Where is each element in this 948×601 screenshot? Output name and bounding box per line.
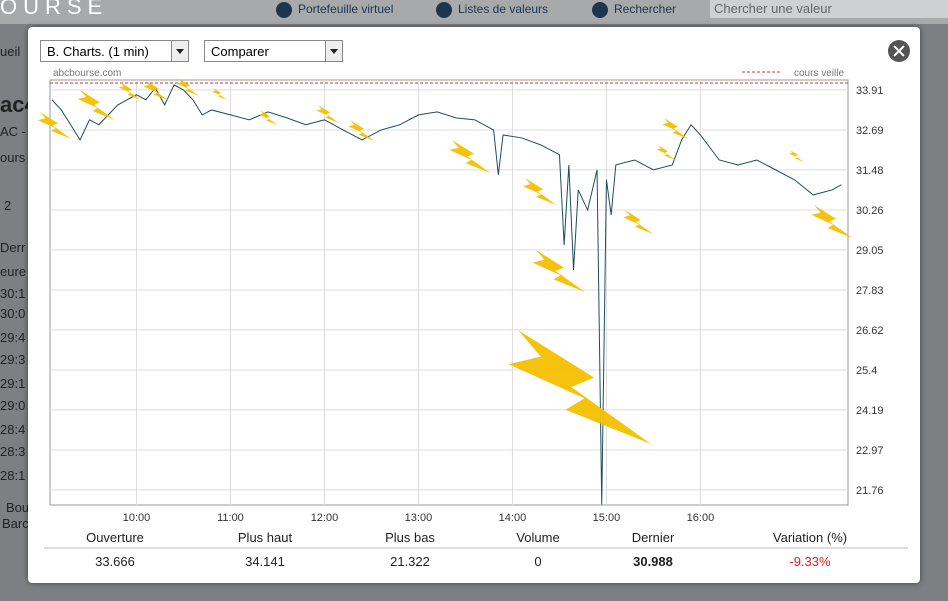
nav-label[interactable]: Listes de valeurs xyxy=(458,2,549,17)
stat-header: Plus bas xyxy=(385,530,435,545)
x-tick-label: 16:00 xyxy=(687,512,715,524)
chart-type-select[interactable]: B. Charts. (1 min) xyxy=(40,40,189,62)
nav-label[interactable]: Portefeuille virtuel xyxy=(298,2,394,17)
background-text: ours xyxy=(0,150,26,165)
x-tick-label: 15:00 xyxy=(593,512,621,524)
search-input[interactable]: Chercher une valeur xyxy=(710,0,948,18)
background-text: 30:1 xyxy=(0,286,26,301)
background-text: 29:1 xyxy=(0,376,26,391)
background-text: AC - xyxy=(0,124,26,139)
y-tick-label: 33.91 xyxy=(856,85,884,97)
y-tick-label: 27.83 xyxy=(856,285,884,297)
background-text: 28:1 xyxy=(0,468,26,483)
background-text: 30:0 xyxy=(0,306,26,321)
x-tick-label: 10:00 xyxy=(123,512,151,524)
stat-value: 34.141 xyxy=(245,554,285,569)
background-text: eure xyxy=(0,264,27,279)
reference-legend: cours veille xyxy=(794,68,844,79)
y-tick-label: 24.19 xyxy=(856,405,884,417)
y-tick-label: 30.26 xyxy=(856,205,884,217)
background-text: 2 xyxy=(4,198,12,213)
stat-header: Volume xyxy=(516,530,559,545)
background-text: 28:3 xyxy=(0,444,26,459)
stat-value: -9.33% xyxy=(789,554,831,569)
y-tick-label: 25.4 xyxy=(856,365,877,377)
y-tick-label: 31.48 xyxy=(856,165,884,177)
background-text: 29:3 xyxy=(0,352,26,367)
stat-value: 33.666 xyxy=(95,554,135,569)
y-tick-label: 26.62 xyxy=(856,325,884,337)
background-text: Derr xyxy=(0,240,26,255)
stat-header: Plus haut xyxy=(238,530,293,545)
select-label[interactable]: Comparer xyxy=(211,44,269,59)
stat-header: Dernier xyxy=(632,530,675,545)
y-tick-label: 21.76 xyxy=(856,485,884,497)
nav-item[interactable]: Listes de valeurs xyxy=(436,2,548,18)
x-tick-label: 13:00 xyxy=(405,512,433,524)
nav-item[interactable]: Portefeuille virtuel xyxy=(276,2,393,18)
x-tick-label: 11:00 xyxy=(217,512,244,524)
stat-header: Ouverture xyxy=(86,530,144,545)
nav-item[interactable]: Rechercher xyxy=(592,2,676,18)
background-text: ueil xyxy=(0,44,21,59)
background-text: 28:4 xyxy=(0,422,26,437)
plot-area xyxy=(49,79,849,506)
price-line xyxy=(51,84,842,505)
background-text: 29:0 xyxy=(0,398,26,413)
y-tick-label: 32.69 xyxy=(856,125,884,137)
x-tick-label: 12:00 xyxy=(311,512,339,524)
background-text: Bou xyxy=(6,500,30,515)
x-tick-label: 14:00 xyxy=(499,512,527,524)
stat-value: 30.988 xyxy=(633,554,673,569)
nav-label[interactable]: Rechercher xyxy=(614,2,677,17)
background-text: 29:4 xyxy=(0,330,26,345)
close-button[interactable] xyxy=(888,40,910,62)
stat-header: Variation (%) xyxy=(773,530,847,545)
compare-select[interactable]: Comparer xyxy=(204,40,343,62)
top-nav: OURSE Portefeuille virtuel Listes de val… xyxy=(0,0,948,24)
stat-value: 0 xyxy=(534,554,541,569)
logo: OURSE xyxy=(0,0,109,19)
source: abcbourse.com xyxy=(53,68,121,79)
background-text: Barc xyxy=(2,516,29,531)
stat-value: 21.322 xyxy=(390,554,430,569)
y-tick-label: 22.97 xyxy=(856,445,884,457)
y-tick-label: 29.05 xyxy=(856,245,884,257)
select-label[interactable]: B. Charts. (1 min) xyxy=(47,44,149,59)
